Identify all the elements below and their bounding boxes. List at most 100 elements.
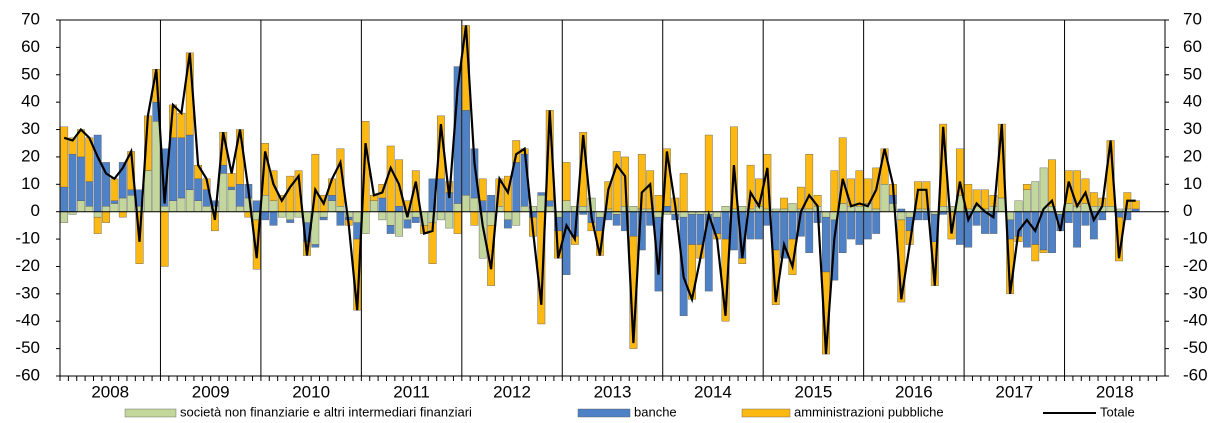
bar	[202, 206, 211, 212]
bar	[470, 197, 479, 212]
bar	[85, 206, 94, 212]
bar	[503, 219, 512, 229]
bar	[60, 126, 69, 188]
bar	[1031, 244, 1040, 262]
bar	[520, 206, 529, 212]
legend-swatch	[577, 408, 631, 418]
bar	[1064, 211, 1073, 223]
bar	[386, 225, 395, 234]
bar	[1022, 211, 1031, 248]
y-tick-label: -10	[15, 229, 40, 248]
bar	[110, 200, 119, 204]
y2-tick-label: -50	[1183, 338, 1208, 357]
x-tick-label: 2014	[694, 382, 732, 401]
bar	[746, 164, 755, 210]
bar	[612, 214, 621, 226]
bar	[537, 195, 546, 212]
bar	[688, 214, 696, 245]
bar	[679, 211, 688, 218]
bar	[194, 200, 203, 212]
bar	[822, 216, 830, 273]
bar	[579, 206, 588, 212]
bar	[102, 211, 110, 223]
bar	[805, 211, 814, 253]
bar	[897, 211, 906, 221]
bar	[177, 112, 186, 138]
total-line	[63, 25, 1136, 355]
bar	[118, 197, 127, 212]
bar	[470, 211, 479, 226]
y2-tick-label: 50	[1183, 64, 1202, 83]
y-tick-label: 70	[21, 9, 40, 28]
bar	[780, 197, 788, 210]
bar	[411, 216, 420, 223]
bar	[1131, 200, 1140, 210]
bar	[596, 211, 604, 218]
bar	[437, 178, 445, 212]
y2-tick-label: 40	[1183, 92, 1202, 111]
bar	[847, 178, 855, 207]
bar	[353, 211, 362, 223]
bar	[411, 211, 420, 218]
bar	[679, 173, 688, 212]
bar	[855, 170, 864, 207]
bar	[110, 178, 119, 201]
bar	[1022, 184, 1031, 190]
bar	[77, 156, 85, 201]
bar	[102, 162, 110, 207]
bar	[252, 200, 261, 212]
bar	[353, 222, 362, 240]
bar	[704, 134, 713, 212]
bar	[738, 258, 747, 264]
bar	[562, 211, 571, 275]
bar	[1106, 206, 1115, 212]
bar	[629, 206, 638, 212]
bar	[236, 206, 244, 212]
bar	[144, 170, 152, 212]
bar	[1039, 249, 1048, 253]
bar	[437, 211, 445, 221]
bar	[127, 195, 136, 212]
bar	[503, 211, 512, 221]
bar	[654, 211, 663, 218]
bar	[160, 206, 169, 212]
y-tick-label: 60	[21, 37, 40, 56]
bar	[822, 211, 830, 218]
y-tick-label: -60	[15, 365, 40, 384]
bar	[160, 148, 169, 207]
bar	[194, 178, 203, 201]
bar	[294, 211, 303, 218]
bar	[336, 206, 345, 212]
bar	[311, 244, 320, 248]
bar	[286, 175, 295, 212]
bar	[336, 211, 345, 226]
bar	[395, 211, 403, 237]
bar	[453, 211, 462, 234]
bar	[386, 211, 395, 226]
y-tick-label: 20	[21, 146, 40, 165]
bar	[1081, 211, 1090, 226]
bar	[236, 184, 244, 207]
bar	[85, 181, 94, 207]
y-tick-label: 40	[21, 92, 40, 111]
y-tick-label: -20	[15, 256, 40, 275]
y-tick-label: -40	[15, 311, 40, 330]
bar	[654, 216, 663, 292]
x-tick-label: 2008	[91, 382, 129, 401]
bar	[487, 211, 496, 226]
legend-label: società non finanziarie e altri intermed…	[180, 404, 472, 419]
bar	[855, 206, 864, 212]
x-tick-label: 2017	[995, 382, 1033, 401]
bar	[805, 153, 814, 210]
bar	[612, 151, 621, 212]
y2-tick-label: 70	[1183, 9, 1202, 28]
bar	[286, 219, 295, 223]
bar	[997, 197, 1006, 212]
bar	[1006, 211, 1015, 221]
bar	[663, 206, 671, 212]
y2-tick-label: -30	[1183, 283, 1208, 302]
bar	[830, 170, 839, 212]
bar	[1048, 159, 1056, 207]
bar	[880, 184, 889, 212]
bar	[177, 137, 186, 199]
